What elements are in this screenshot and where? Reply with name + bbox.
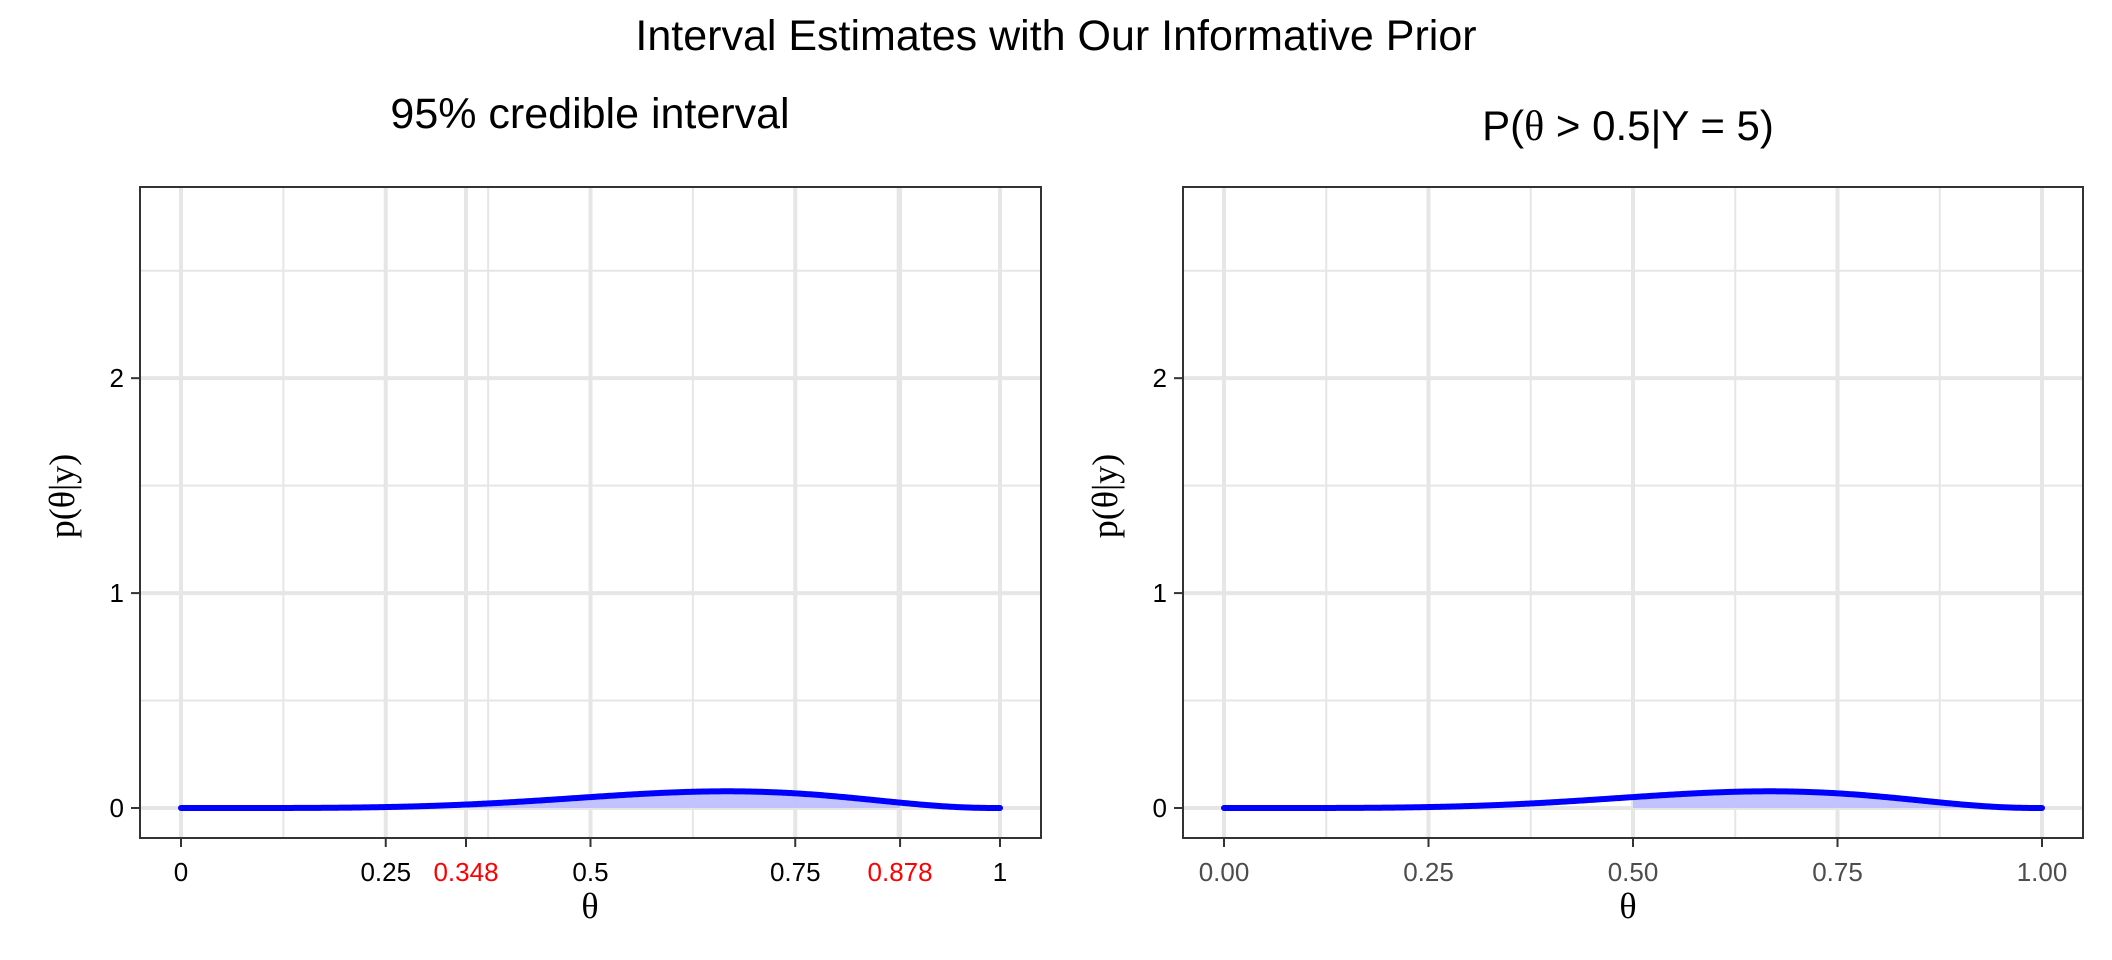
figure-title: Interval Estimates with Our Informative … (635, 12, 1476, 60)
x-axis-title: θ (1619, 886, 1636, 926)
y-axis-title: p(θ|y) (42, 454, 82, 538)
panel-title: P(θ > 0.5|Y = 5) (1482, 102, 1774, 150)
x-tick-label: 0.75 (770, 857, 821, 887)
x-tick-label: 0.348 (433, 857, 498, 887)
title-suffix: Y = 5) (1661, 102, 1773, 149)
x-tick-label: 0.75 (1812, 857, 1863, 887)
panel-title: 95% credible interval (390, 90, 789, 138)
x-tick-label: 0.25 (1403, 857, 1454, 887)
panel-posterior-probability: P(θ > 0.5|Y = 5) 0.00 0.25 0.50 0.75 1.00012… (1085, 102, 2084, 926)
density-curve (178, 788, 1003, 811)
x-tick-label: 0.50 (1608, 857, 1659, 887)
x-tick-label: 1 (993, 857, 1007, 887)
plot-area: 0.00 0.25 0.50 0.75 1.00 0 1 2 (1153, 186, 2084, 887)
x-tick-label: 0.25 (360, 857, 411, 887)
panel-credible-interval: 95% credible interval 0 0.25 0.348 0.5 0.75 0… (42, 90, 1042, 926)
density-curve (1221, 788, 2045, 811)
y-tick-label: 1 (110, 578, 124, 608)
y-tick-label: 0 (1153, 793, 1167, 823)
x-tick-label: 0.00 (1199, 857, 1250, 887)
title-theta: θ (1524, 104, 1544, 150)
y-axis-title: p(θ|y) (1085, 454, 1125, 538)
y-tick-label: 0 (110, 793, 124, 823)
title-bar: | (1651, 102, 1662, 149)
title-prefix: P( (1482, 102, 1524, 149)
x-tick-label: 0 (174, 857, 188, 887)
x-tick-label: 0.5 (572, 857, 608, 887)
x-axis-title: θ (581, 886, 598, 926)
y-tick-label: 1 (1153, 578, 1167, 608)
y-tick-label: 2 (1153, 363, 1167, 393)
plot-area: 0 0.25 0.348 0.5 0.75 0.878 1 0 1 2 (110, 186, 1042, 887)
x-tick-label: 0.878 (868, 857, 933, 887)
y-tick-label: 2 (110, 363, 124, 393)
x-tick-label: 1.00 (2017, 857, 2068, 887)
title-middle: > 0.5 (1544, 102, 1650, 149)
